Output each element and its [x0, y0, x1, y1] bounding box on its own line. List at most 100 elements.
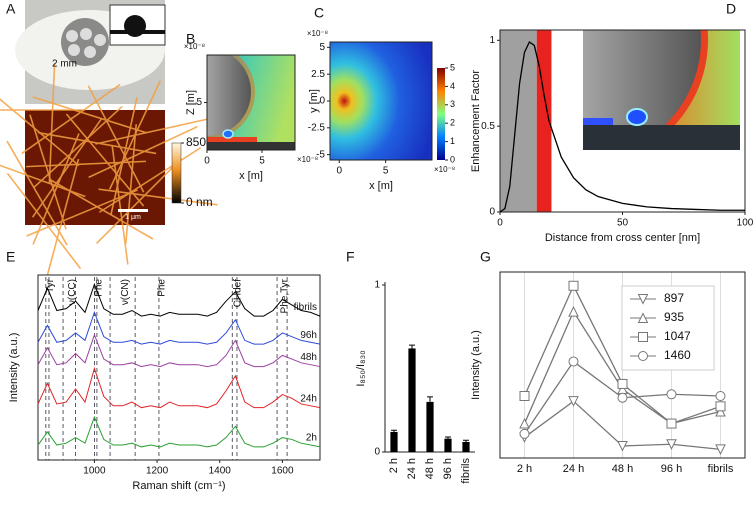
x-multiplier: ×10⁻⁸	[434, 165, 455, 174]
panel-label: G	[480, 249, 491, 265]
colorbar-tick-label: 3	[450, 99, 455, 109]
bar	[462, 441, 470, 452]
y-tick-label: 0	[319, 96, 325, 107]
colorbar-tick-label: 0 nm	[186, 195, 213, 209]
x-tick-label: 1000	[83, 466, 106, 477]
x-tick-label: 96 h	[661, 463, 682, 475]
fiber	[29, 114, 67, 230]
data-point	[568, 356, 579, 367]
x-axis-label: Raman shift (cm⁻¹)	[132, 480, 225, 492]
x-tick-label: 50	[617, 218, 629, 229]
data-point	[568, 305, 579, 317]
x-tick-label: 100	[737, 218, 754, 229]
legend-label: 1047	[664, 329, 691, 343]
inset-map	[583, 30, 740, 150]
colorbar-tick-label: 850	[186, 135, 206, 149]
data-point	[617, 392, 628, 403]
data-point	[519, 391, 530, 401]
series-label: 24h	[300, 393, 317, 404]
legend-marker	[637, 294, 649, 305]
fiber	[98, 147, 202, 213]
y-tick-label: 5	[319, 42, 325, 53]
x-tick-label: 48 h	[612, 463, 633, 475]
x-tick-label: 5	[259, 156, 265, 167]
fiber	[32, 133, 80, 245]
x-axis-label: x [m]	[239, 170, 263, 182]
x-tick-label: 24 h	[406, 458, 418, 479]
colorbar	[437, 68, 445, 160]
plot-frame	[37, 274, 321, 461]
y-axis-label: Intensity (a.u.)	[470, 330, 482, 400]
annotation: Phe,Tyr	[280, 278, 291, 313]
error-bar	[463, 439, 469, 442]
x-tick-label: 2 h	[388, 458, 400, 473]
y-tick-label: 0	[489, 207, 495, 218]
x-axis-label: Distance from cross center [nm]	[545, 232, 700, 244]
y-multiplier: ×10⁻⁸	[184, 42, 205, 51]
panel-label: D	[726, 1, 736, 17]
scale-bar-label: 1 μm	[125, 214, 141, 221]
shaded-span	[500, 30, 537, 212]
panel-label: B	[186, 31, 195, 47]
data-point	[617, 378, 628, 389]
data-point	[666, 439, 677, 450]
x-tick-label: 5	[383, 166, 389, 177]
data-point	[568, 396, 579, 407]
annotation: Phe	[93, 279, 104, 297]
colorbar-tick-label: 0	[450, 154, 455, 164]
annotation: ν(CC)	[67, 279, 78, 305]
error-bar	[409, 344, 415, 349]
bar	[426, 401, 434, 452]
field-map	[207, 55, 295, 150]
x-tick-label: 0	[497, 218, 503, 229]
y-tick-label: 2.5	[311, 69, 325, 80]
fiber	[98, 188, 218, 206]
data-point	[519, 417, 530, 429]
fiber	[21, 83, 121, 155]
series-line	[37, 415, 321, 448]
fiber	[95, 117, 213, 145]
legend-label: 1460	[664, 348, 691, 362]
legend-marker	[637, 312, 649, 323]
x-tick-label: 2 h	[517, 463, 532, 475]
series-line	[499, 41, 745, 213]
field-map	[330, 42, 432, 160]
y-tick-label: -5	[316, 149, 325, 160]
series-label: 2h	[306, 433, 317, 444]
fiber	[32, 96, 148, 134]
x-tick-label: fibrils	[708, 463, 734, 475]
series-label: 48h	[300, 352, 317, 363]
panel-label: E	[6, 249, 15, 265]
annotation: ν(CN)	[120, 279, 131, 305]
annotation: Tyr	[45, 278, 56, 293]
x-tick-label: 1600	[271, 466, 294, 477]
y-tick-label: -2.5	[308, 122, 326, 133]
x-tick-label: 1400	[209, 466, 232, 477]
x-tick-label: 24 h	[563, 463, 584, 475]
x-tick-label: 96 h	[442, 458, 454, 479]
y-tick-label: 0.5	[481, 121, 495, 132]
fiber	[0, 98, 80, 167]
data-point	[715, 405, 726, 417]
colorbar-tick-label: 5	[450, 62, 455, 72]
y-tick-label: 5	[196, 97, 202, 108]
photo-afm	[0, 63, 218, 276]
x-tick-label: 0	[336, 166, 342, 177]
fiber	[31, 118, 103, 218]
panel-label: C	[314, 5, 324, 21]
legend-marker	[638, 332, 648, 342]
annotation: Phe	[157, 279, 168, 297]
series-line	[37, 333, 321, 368]
series-label: 96h	[300, 330, 317, 341]
series-line	[37, 366, 321, 409]
data-point	[666, 418, 677, 429]
y-axis-label: I₈₅₀/I₈₃₀	[355, 350, 367, 386]
fiber	[110, 97, 138, 215]
panel-label: F	[346, 249, 355, 265]
series-line	[37, 282, 321, 317]
fiber	[6, 172, 82, 270]
colorbar	[171, 142, 182, 204]
series-line	[37, 310, 321, 345]
bar	[444, 438, 452, 452]
fiber	[6, 140, 68, 246]
